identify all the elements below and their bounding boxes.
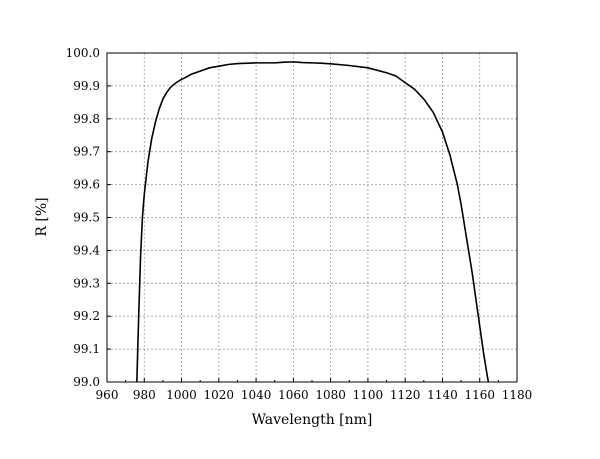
x-tick-label: 1020 (204, 388, 235, 402)
x-tick-label: 980 (133, 388, 156, 402)
y-axis-label: R [%] (34, 197, 50, 236)
x-tick-labels: 960 980 1000 1020 1040 1060 1080 1100 1120 1140 11… (96, 388, 533, 402)
x-tick-label: 1120 (390, 388, 421, 402)
x-tick-label: 960 (96, 388, 119, 402)
y-tick-label: 99.8 (73, 112, 100, 126)
x-tick-label: 1000 (166, 388, 197, 402)
x-tick-label: 1040 (241, 388, 272, 402)
y-tick-label: 99.7 (73, 145, 100, 159)
y-tick-label: 99.0 (73, 375, 100, 389)
y-tick-label: 99.1 (73, 342, 100, 356)
x-tick-label: 1140 (427, 388, 458, 402)
x-tick-label: 1060 (278, 388, 309, 402)
x-tick-label: 1160 (464, 388, 495, 402)
grid (107, 53, 517, 382)
x-tick-label: 1100 (353, 388, 384, 402)
y-tick-label: 99.4 (73, 243, 100, 257)
x-axis-label: Wavelength [nm] (252, 412, 373, 428)
y-tick-label: 99.3 (73, 276, 100, 290)
reflectance-curve (136, 61, 490, 383)
axis-ticks (106, 52, 518, 383)
y-tick-labels: 99.0 99.1 99.2 99.3 99.4 99.5 99.6 99.7 99.8 99.9… (66, 46, 101, 389)
x-tick-label: 1080 (315, 388, 346, 402)
y-tick-label: 99.9 (73, 79, 100, 93)
y-tick-label: 99.2 (73, 309, 100, 323)
x-tick-label: 1180 (502, 388, 533, 402)
y-tick-label: 99.6 (73, 178, 100, 192)
y-tick-label: 99.5 (73, 211, 100, 225)
y-tick-label: 100.0 (66, 46, 100, 60)
